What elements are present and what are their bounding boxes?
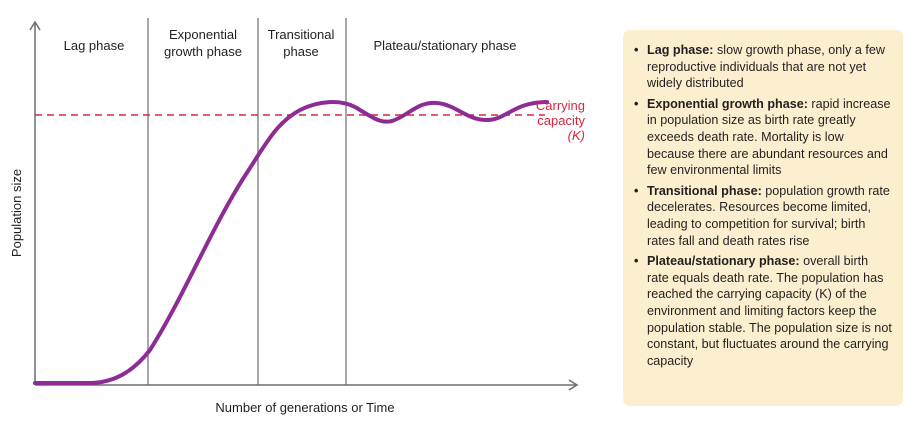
y-axis-arrow: [29, 20, 41, 31]
phase-description-list: Lag phase: slow growth phase, only a few…: [633, 42, 893, 369]
carrying-capacity-label-line2: capacity: [537, 113, 585, 128]
population-growth-curve: [33, 100, 549, 385]
phase-label-exponential-line2: growth phase: [164, 44, 242, 59]
growth-curve-diagram: Lag phase Exponential growth phase Trans…: [9, 18, 585, 415]
phase-label-plateau: Plateau/stationary phase: [373, 38, 516, 53]
description-exponential-phase: Exponential growth phase: rapid increase…: [633, 96, 893, 179]
x-axis-arrow: [568, 379, 579, 391]
phase-label-lag: Lag phase: [64, 38, 125, 53]
phase-description-box: Lag phase: slow growth phase, only a few…: [623, 30, 903, 406]
phase-label-transitional-line2: phase: [283, 44, 318, 59]
y-axis-label: Population size: [9, 169, 24, 257]
term-lag-phase: Lag phase:: [647, 43, 714, 57]
term-plateau-phase: Plateau/stationary phase:: [647, 254, 800, 269]
text-plateau-phase: overall birth rate equals death rate. Th…: [647, 254, 892, 368]
text-transitional-phase: population growth rate decelerates. Reso…: [647, 183, 890, 248]
description-transitional-phase: Transitional phase: population growth ra…: [633, 183, 893, 249]
description-lag-phase: Lag phase: slow growth phase, only a few…: [633, 42, 893, 92]
x-axis-label: Number of generations or Time: [215, 400, 394, 415]
term-exponential-phase: Exponential growth phase:: [647, 96, 808, 111]
phase-label-transitional-line1: Transitional: [268, 27, 335, 42]
carrying-capacity-label-line3: (K): [568, 128, 585, 143]
text-lag-phase: slow growth phase, only a few reproducti…: [647, 43, 885, 91]
carrying-capacity-label-line1: Carrying: [536, 98, 585, 113]
text-exponential-phase: rapid increase in population size as bir…: [647, 96, 891, 178]
term-transitional-phase: Transitional phase:: [647, 183, 762, 198]
description-plateau-phase: Plateau/stationary phase: overall birth …: [633, 253, 893, 369]
phase-label-exponential-line1: Exponential: [169, 27, 237, 42]
